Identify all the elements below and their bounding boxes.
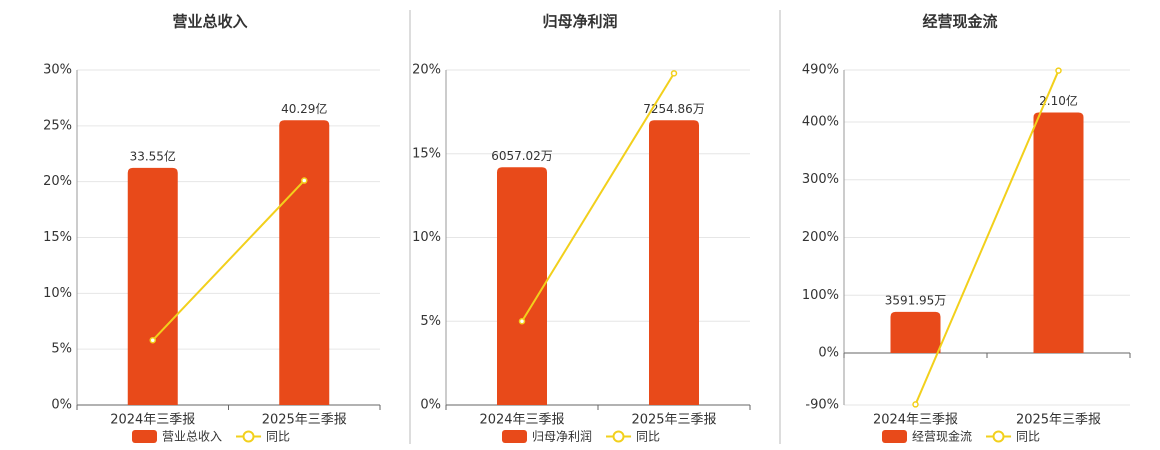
line (521, 72, 675, 322)
y-tick-label: -90% (805, 398, 839, 413)
line-point (518, 318, 526, 325)
x-tick-label: 2025年三季报 (631, 413, 716, 428)
chart-title: 归母净利润 (542, 13, 617, 31)
bar (497, 167, 547, 405)
y-tick-label: 30% (43, 63, 72, 78)
legend-label: 同比 (1016, 430, 1040, 444)
y-tick-label: 100% (802, 288, 839, 303)
legend-swatch (992, 430, 1005, 443)
y-tick-label: 0% (51, 398, 72, 413)
line-point (670, 70, 678, 77)
legend-swatch (502, 430, 527, 443)
legend-swatch (132, 430, 157, 443)
x-tick-label: 2025年三季报 (1016, 413, 1101, 428)
bar (649, 120, 699, 405)
value-label: 6057.02万 (491, 149, 553, 163)
x-tick-label: 2025年三季报 (262, 413, 347, 428)
value-label: 40.29亿 (281, 101, 327, 116)
y-tick-label: 0% (420, 398, 441, 413)
bar (279, 120, 330, 405)
y-tick-label: 10% (412, 230, 441, 245)
line-point (912, 401, 919, 408)
x-tick-label: 2024年三季报 (110, 413, 195, 428)
line-point (1055, 67, 1062, 74)
y-tick-label: 200% (802, 230, 839, 245)
x-tick-label: 2024年三季报 (479, 413, 564, 428)
legend-swatch (242, 430, 255, 443)
y-tick-label: 400% (802, 114, 839, 129)
y-tick-label: 5% (51, 342, 72, 357)
y-tick-label: 20% (43, 174, 72, 189)
legend-swatch (882, 430, 907, 443)
value-label: 2.10亿 (1039, 93, 1078, 108)
chart-title: 经营现金流 (922, 13, 997, 31)
legend-swatch (612, 430, 625, 443)
value-label: 3591.95万 (885, 293, 947, 307)
legend-label: 同比 (636, 430, 660, 444)
line (152, 179, 305, 341)
line-point (149, 336, 156, 344)
value-label: 33.55亿 (130, 148, 176, 163)
legend-label: 营业总收入 (162, 430, 222, 444)
line-point (301, 177, 308, 184)
y-tick-label: 20% (412, 63, 441, 78)
legend-label: 归母净利润 (532, 430, 592, 444)
legend-label: 经营现金流 (912, 429, 972, 444)
y-tick-label: 10% (43, 286, 72, 301)
y-tick-label: 25% (43, 118, 72, 133)
y-tick-label: 490% (802, 63, 839, 78)
legend-label: 同比 (266, 430, 290, 444)
y-tick-label: 15% (43, 230, 72, 245)
x-tick-label: 2024年三季报 (873, 413, 958, 428)
y-tick-label: 5% (420, 314, 441, 329)
y-tick-label: 15% (412, 146, 441, 161)
bar (127, 167, 178, 405)
value-label: 7254.86万 (643, 102, 705, 116)
chart-title: 营业总收入 (172, 13, 247, 31)
bar (890, 311, 941, 354)
bar (1033, 112, 1084, 354)
y-tick-label: 300% (802, 172, 839, 187)
y-tick-label: 0% (818, 346, 839, 361)
line (914, 70, 1060, 405)
